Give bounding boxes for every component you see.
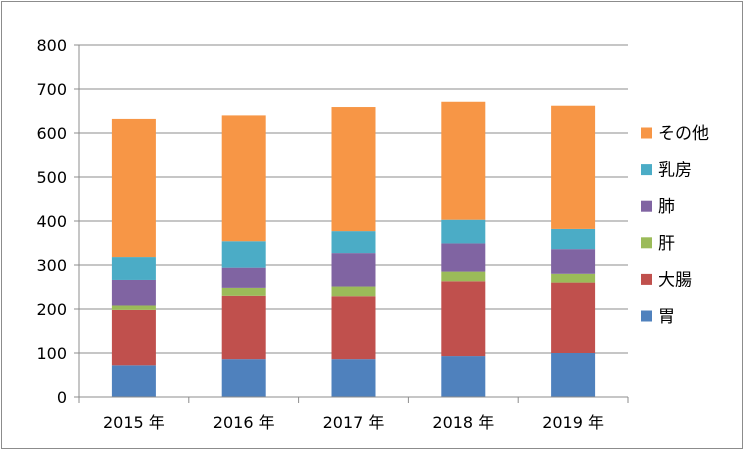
bar-segment bbox=[111, 118, 156, 258]
legend-item: 肺 bbox=[641, 197, 675, 217]
bar-segment bbox=[111, 305, 156, 310]
x-axis-tick-labels: 2015 年 2016 年 2017 年 2018 年 2019 年 bbox=[103, 413, 604, 432]
y-tick-label: 200 bbox=[36, 300, 67, 319]
legend-label: 胃 bbox=[658, 307, 675, 327]
bar-segment bbox=[111, 257, 156, 280]
bar-segment bbox=[551, 105, 596, 229]
bars bbox=[111, 101, 596, 397]
legend-item: 乳房 bbox=[641, 161, 692, 181]
y-axis-tick-labels: 0 100 200 300 400 500 600 700 800 bbox=[36, 36, 67, 407]
bar-segment bbox=[111, 309, 156, 366]
bar-segment bbox=[551, 249, 596, 274]
x-tick-label: 2016 年 bbox=[213, 413, 275, 432]
bar-segment bbox=[551, 273, 596, 283]
bar-segment bbox=[441, 243, 486, 272]
legend-label: 肝 bbox=[658, 234, 675, 254]
bar-segment bbox=[331, 286, 376, 297]
bar-segment bbox=[111, 365, 156, 397]
legend-label: 大腸 bbox=[658, 270, 692, 290]
legend-swatch bbox=[641, 237, 652, 249]
bar-segment bbox=[551, 282, 596, 353]
legend-item: 大腸 bbox=[641, 270, 692, 290]
x-tick-label: 2019 年 bbox=[542, 413, 604, 432]
bar-segment bbox=[221, 241, 266, 268]
bar-segment bbox=[221, 267, 266, 288]
y-tick-label: 500 bbox=[36, 168, 67, 187]
y-tick-label: 0 bbox=[57, 388, 67, 407]
bar-segment bbox=[441, 101, 486, 220]
bar-segment bbox=[221, 287, 266, 296]
bar-segment bbox=[441, 219, 486, 244]
x-tick-label: 2015 年 bbox=[103, 413, 165, 432]
legend-item: 胃 bbox=[641, 307, 675, 327]
bar-segment bbox=[331, 359, 376, 397]
bar-segment bbox=[221, 359, 266, 397]
bar-segment bbox=[331, 296, 376, 360]
legend-swatch bbox=[641, 200, 652, 212]
legend-swatch bbox=[641, 273, 652, 285]
legend-item: 肝 bbox=[641, 234, 675, 254]
bar-segment bbox=[221, 295, 266, 360]
legend-label: 乳房 bbox=[658, 161, 692, 181]
bar-segment bbox=[551, 353, 596, 397]
legend-label: 肺 bbox=[658, 197, 675, 217]
legend-label: その他 bbox=[658, 124, 709, 144]
y-tick-label: 400 bbox=[36, 212, 67, 231]
x-tick-label: 2017 年 bbox=[323, 413, 385, 432]
bar-segment bbox=[331, 231, 376, 254]
legend-swatch bbox=[641, 164, 652, 176]
bar-segment bbox=[551, 228, 596, 250]
axes bbox=[74, 44, 629, 403]
bar-segment bbox=[441, 356, 486, 397]
bar-segment bbox=[331, 107, 376, 232]
bar-segment bbox=[441, 281, 486, 357]
bar-segment bbox=[441, 271, 486, 282]
bar-segment bbox=[221, 115, 266, 242]
y-tick-label: 300 bbox=[36, 256, 67, 275]
x-tick-label: 2018 年 bbox=[432, 413, 494, 432]
y-tick-label: 100 bbox=[36, 344, 67, 363]
y-tick-label: 600 bbox=[36, 124, 67, 143]
legend-swatch bbox=[641, 310, 652, 322]
bar-segment bbox=[111, 279, 156, 306]
y-tick-label: 700 bbox=[36, 80, 67, 99]
y-tick-label: 800 bbox=[36, 36, 67, 55]
bar-segment bbox=[331, 253, 376, 287]
legend-swatch bbox=[641, 127, 652, 139]
legend-item: その他 bbox=[641, 124, 709, 144]
